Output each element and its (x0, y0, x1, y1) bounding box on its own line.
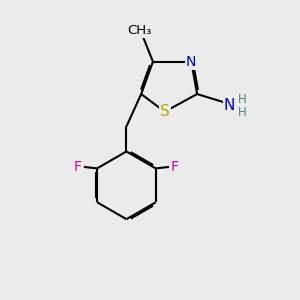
Text: F: F (74, 160, 82, 174)
Text: H: H (238, 93, 246, 106)
Text: N: N (224, 98, 235, 113)
Text: F: F (171, 160, 179, 174)
Text: H: H (238, 106, 246, 119)
Text: N: N (186, 55, 196, 69)
Text: S: S (160, 104, 169, 119)
Text: CH₃: CH₃ (128, 24, 152, 37)
